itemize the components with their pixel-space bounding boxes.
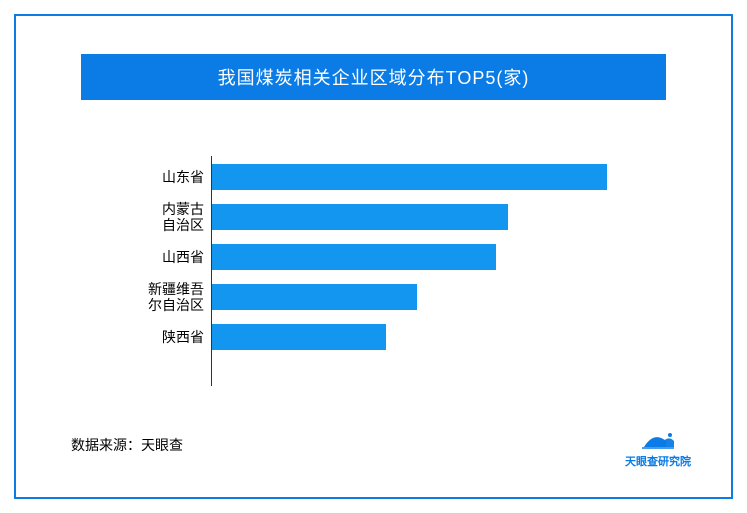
category-label: 新疆维吾尔自治区 <box>116 281 212 313</box>
category-label: 山西省 <box>116 249 212 265</box>
chart-row: 陕西省 <box>116 322 636 352</box>
figure-outer: 我国煤炭相关企业区域分布TOP5(家) 山东省内蒙古自治区山西省新疆维吾尔自治区… <box>0 0 747 513</box>
category-label: 陕西省 <box>116 329 212 345</box>
figure-frame: 我国煤炭相关企业区域分布TOP5(家) 山东省内蒙古自治区山西省新疆维吾尔自治区… <box>14 14 733 499</box>
brand-logo: 天眼查研究院 <box>625 429 691 469</box>
bar-track <box>212 244 496 270</box>
bar <box>212 244 496 270</box>
bar-track <box>212 284 417 310</box>
bar-track <box>212 324 386 350</box>
bar <box>212 204 508 230</box>
bar <box>212 284 417 310</box>
bar-track <box>212 204 508 230</box>
chart-title: 我国煤炭相关企业区域分布TOP5(家) <box>218 64 530 90</box>
bar-track <box>212 164 607 190</box>
brand-logo-text: 天眼查研究院 <box>625 453 691 469</box>
chart-row: 山东省 <box>116 162 636 192</box>
chart-row: 内蒙古自治区 <box>116 202 636 232</box>
chart-title-bar: 我国煤炭相关企业区域分布TOP5(家) <box>81 54 666 100</box>
bar <box>212 324 386 350</box>
data-source-label: 数据来源：天眼查 <box>71 435 183 455</box>
chart-area: 山东省内蒙古自治区山西省新疆维吾尔自治区陕西省 <box>116 156 636 386</box>
chart-row: 新疆维吾尔自治区 <box>116 282 636 312</box>
category-label: 山东省 <box>116 169 212 185</box>
bar <box>212 164 607 190</box>
brand-logo-icon <box>640 429 676 451</box>
chart-row: 山西省 <box>116 242 636 272</box>
category-label: 内蒙古自治区 <box>116 201 212 233</box>
